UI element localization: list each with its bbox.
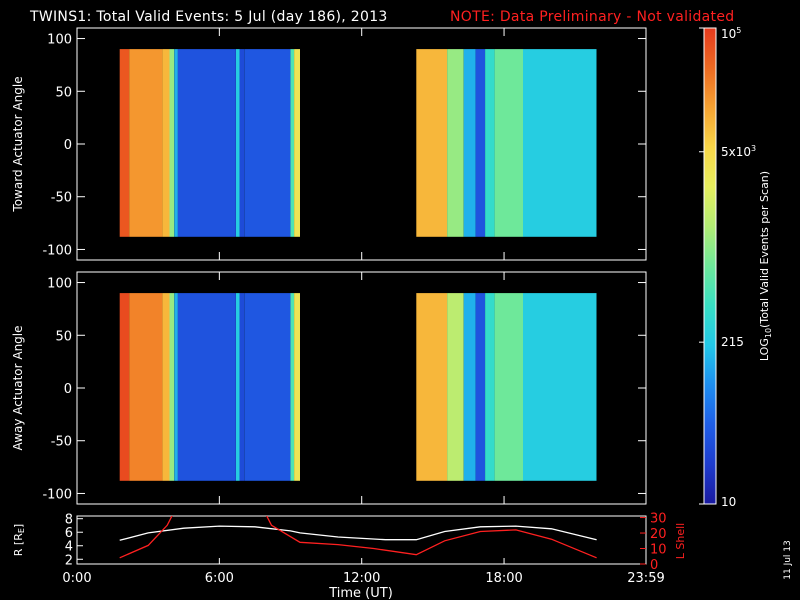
away-band-16 — [494, 293, 524, 481]
toward-ytick-label: 100 — [47, 33, 72, 48]
colorbar-tick-label: 215 — [721, 335, 744, 349]
colorbar: 105 5x103 215 10 LOG10(Total Valid Events p… — [699, 26, 773, 509]
away-y-axis: 100 50 0 -50 -100 — [42, 272, 647, 504]
toward-panel: 100 50 0 -50 -100 Toward Actuator Angle — [11, 27, 647, 261]
away-band-7 — [239, 293, 245, 481]
away-band-8 — [244, 293, 291, 481]
toward-ytick-label: 50 — [55, 85, 72, 100]
away-ytick-label: -100 — [42, 487, 72, 502]
toward-ytick-label: -50 — [51, 191, 72, 206]
r-ytick-label: 2 — [65, 553, 73, 568]
time-xtick-label: 18:00 — [485, 571, 522, 586]
toward-band-14 — [475, 49, 486, 237]
away-ylabel: Away Actuator Angle — [11, 325, 25, 450]
chart-title: TWINS1: Total Valid Events: 5 Jul (day 1… — [29, 9, 388, 25]
away-band-2 — [162, 293, 170, 481]
away-band-0 — [119, 293, 130, 481]
toward-band-2 — [162, 49, 170, 237]
away-band-15 — [485, 293, 495, 481]
away-panel: 100 50 0 -50 -100 Away Actuator Angle — [11, 271, 647, 505]
away-band-1 — [129, 293, 163, 481]
time-xtick-label: 6:00 — [205, 571, 234, 586]
colorbar-gradient — [704, 28, 716, 504]
away-band-5 — [177, 293, 236, 481]
colorbar-tick-label: 10 — [721, 495, 736, 509]
l-shell-ytick-label: 30 — [650, 512, 667, 527]
time-xtick-label: 12:00 — [343, 571, 380, 586]
colorbar-ticks: 105 5x103 215 10 — [699, 26, 756, 509]
away-band-14 — [475, 293, 486, 481]
away-band-10 — [294, 293, 300, 481]
toward-band-10 — [294, 49, 300, 237]
time-xtick-label: 0:00 — [62, 571, 91, 586]
r-distance-line — [119, 525, 597, 541]
time-axis-label: Time (UT) — [328, 586, 393, 600]
away-band-12 — [447, 293, 464, 481]
away-band-11 — [416, 293, 448, 481]
away-ytick-label: 0 — [64, 382, 72, 397]
toward-band-4 — [174, 49, 178, 237]
toward-y-axis: 100 50 0 -50 -100 — [42, 28, 647, 260]
toward-band-13 — [463, 49, 476, 237]
away-band-17 — [523, 293, 597, 481]
toward-band-15 — [485, 49, 495, 237]
l-shell-ytick-label: 0 — [650, 558, 658, 573]
l-shell-ytick-label: 20 — [650, 527, 667, 542]
r-axis-label: R [RE] — [12, 524, 26, 556]
away-band-3 — [169, 293, 175, 481]
away-ytick-label: -50 — [51, 435, 72, 450]
away-band-4 — [174, 293, 178, 481]
colorbar-tick-label: 105 — [721, 26, 741, 41]
toward-band-9 — [290, 49, 295, 237]
toward-band-11 — [416, 49, 448, 237]
r-ytick-label: 4 — [65, 540, 73, 555]
colorbar-label: LOG10(Total Valid Events per Scan) — [758, 171, 773, 361]
toward-band-0 — [119, 49, 130, 237]
away-band-6 — [236, 293, 240, 481]
colorbar-tick-label: 5x103 — [721, 144, 756, 159]
time-xtick-label: 23:59 — [627, 571, 664, 586]
toward-band-8 — [244, 49, 291, 237]
away-band-13 — [463, 293, 476, 481]
away-ytick-label: 100 — [47, 277, 72, 292]
toward-band-16 — [494, 49, 524, 237]
toward-band-7 — [239, 49, 245, 237]
r-ytick-label: 8 — [65, 513, 73, 528]
toward-heatmap — [119, 49, 597, 237]
colorbar-frame — [703, 27, 717, 505]
r-ytick-label: 6 — [65, 526, 73, 541]
preliminary-note: NOTE: Data Preliminary - Not validated — [450, 9, 734, 25]
toward-band-6 — [236, 49, 240, 237]
date-stamp: 11 Jul 13 — [783, 540, 793, 580]
l-shell-line — [119, 516, 597, 559]
toward-band-1 — [129, 49, 163, 237]
away-heatmap — [119, 293, 597, 481]
ephemeris-lines — [119, 516, 597, 559]
toward-ytick-label: 0 — [64, 138, 72, 153]
toward-ylabel: Toward Actuator Angle — [11, 76, 25, 212]
toward-band-3 — [169, 49, 175, 237]
toward-ytick-label: -100 — [42, 243, 72, 258]
toward-band-5 — [177, 49, 236, 237]
away-band-9 — [290, 293, 295, 481]
l-shell-label: L Shell — [674, 523, 687, 559]
l-shell-ytick-label: 10 — [650, 543, 667, 558]
away-ytick-label: 50 — [55, 329, 72, 344]
toward-band-17 — [523, 49, 597, 237]
toward-band-12 — [447, 49, 464, 237]
